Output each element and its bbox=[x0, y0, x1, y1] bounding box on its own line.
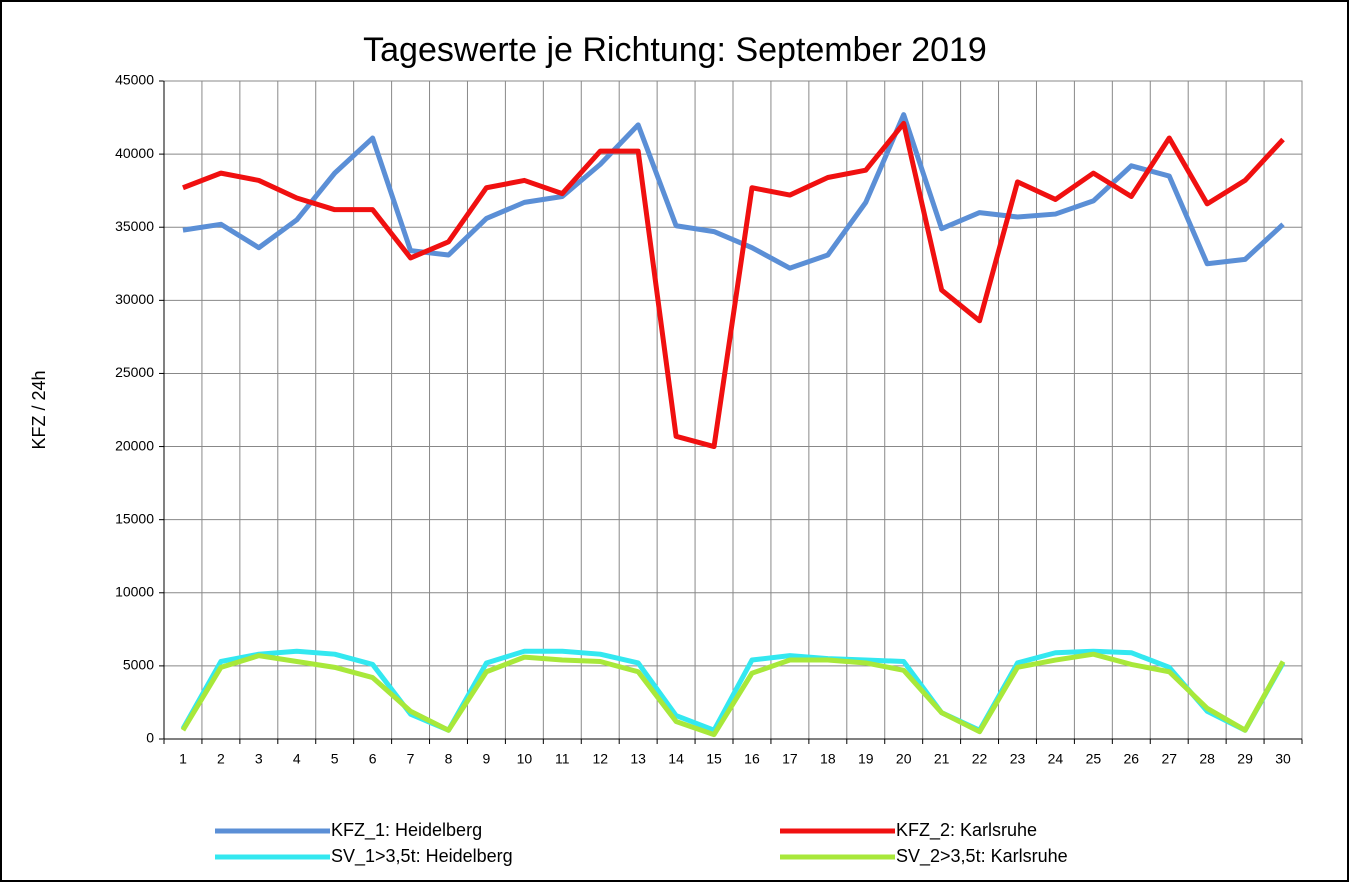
x-tick-label: 19 bbox=[858, 751, 874, 767]
x-tick-label: 22 bbox=[972, 751, 988, 767]
x-tick-label: 14 bbox=[668, 751, 684, 767]
x-tick-label: 5 bbox=[331, 751, 339, 767]
x-tick-label: 29 bbox=[1237, 751, 1253, 767]
y-tick-label: 5000 bbox=[123, 657, 154, 673]
y-tick-label: 15000 bbox=[115, 510, 154, 526]
x-tick-label: 28 bbox=[1199, 751, 1215, 767]
series-line bbox=[182, 112, 1285, 271]
x-tick-label: 9 bbox=[483, 751, 491, 767]
x-tick-label: 17 bbox=[782, 751, 798, 767]
y-tick-label: 45000 bbox=[115, 72, 154, 88]
y-tick-label: 30000 bbox=[115, 291, 154, 307]
x-tick-label: 30 bbox=[1275, 751, 1291, 767]
y-axis-label: KFZ / 24h bbox=[29, 370, 49, 449]
x-tick-label: 3 bbox=[255, 751, 263, 767]
x-tick-label: 16 bbox=[744, 751, 760, 767]
legend-label: SV_2>3,5t: Karlsruhe bbox=[896, 846, 1068, 867]
legend-label: SV_1>3,5t: Heidelberg bbox=[331, 846, 513, 867]
series-line bbox=[180, 648, 1286, 733]
x-tick-label: 8 bbox=[445, 751, 453, 767]
series-line bbox=[182, 120, 1285, 450]
x-tick-label: 23 bbox=[1010, 751, 1026, 767]
x-tick-label: 1 bbox=[179, 751, 187, 767]
y-tick-label: 20000 bbox=[115, 437, 154, 453]
x-tick-label: 11 bbox=[555, 751, 570, 767]
x-tick-label: 7 bbox=[407, 751, 415, 767]
legend-label: KFZ_1: Heidelberg bbox=[331, 820, 482, 841]
x-tick-label: 26 bbox=[1124, 751, 1140, 767]
x-tick-label: 15 bbox=[706, 751, 722, 767]
x-tick-label: 27 bbox=[1161, 751, 1177, 767]
x-tick-label: 2 bbox=[217, 751, 225, 767]
x-tick-label: 12 bbox=[592, 751, 608, 767]
x-tick-label: 21 bbox=[934, 751, 950, 767]
y-tick-label: 35000 bbox=[115, 218, 154, 234]
y-tick-label: 40000 bbox=[115, 145, 154, 161]
x-tick-label: 10 bbox=[517, 751, 533, 767]
legend-label: KFZ_2: Karlsruhe bbox=[896, 820, 1037, 841]
series-line bbox=[180, 651, 1286, 738]
x-tick-label: 4 bbox=[293, 751, 301, 767]
x-tick-label: 18 bbox=[820, 751, 836, 767]
x-tick-label: 25 bbox=[1086, 751, 1102, 767]
x-tick-label: 24 bbox=[1048, 751, 1064, 767]
y-tick-label: 10000 bbox=[115, 583, 154, 599]
chart-title: Tageswerte je Richtung: September 2019 bbox=[363, 31, 987, 69]
y-tick-label: 25000 bbox=[115, 364, 154, 380]
x-tick-label: 20 bbox=[896, 751, 912, 767]
y-tick-label: 0 bbox=[146, 730, 154, 746]
x-tick-label: 13 bbox=[630, 751, 646, 767]
x-tick-label: 6 bbox=[369, 751, 377, 767]
